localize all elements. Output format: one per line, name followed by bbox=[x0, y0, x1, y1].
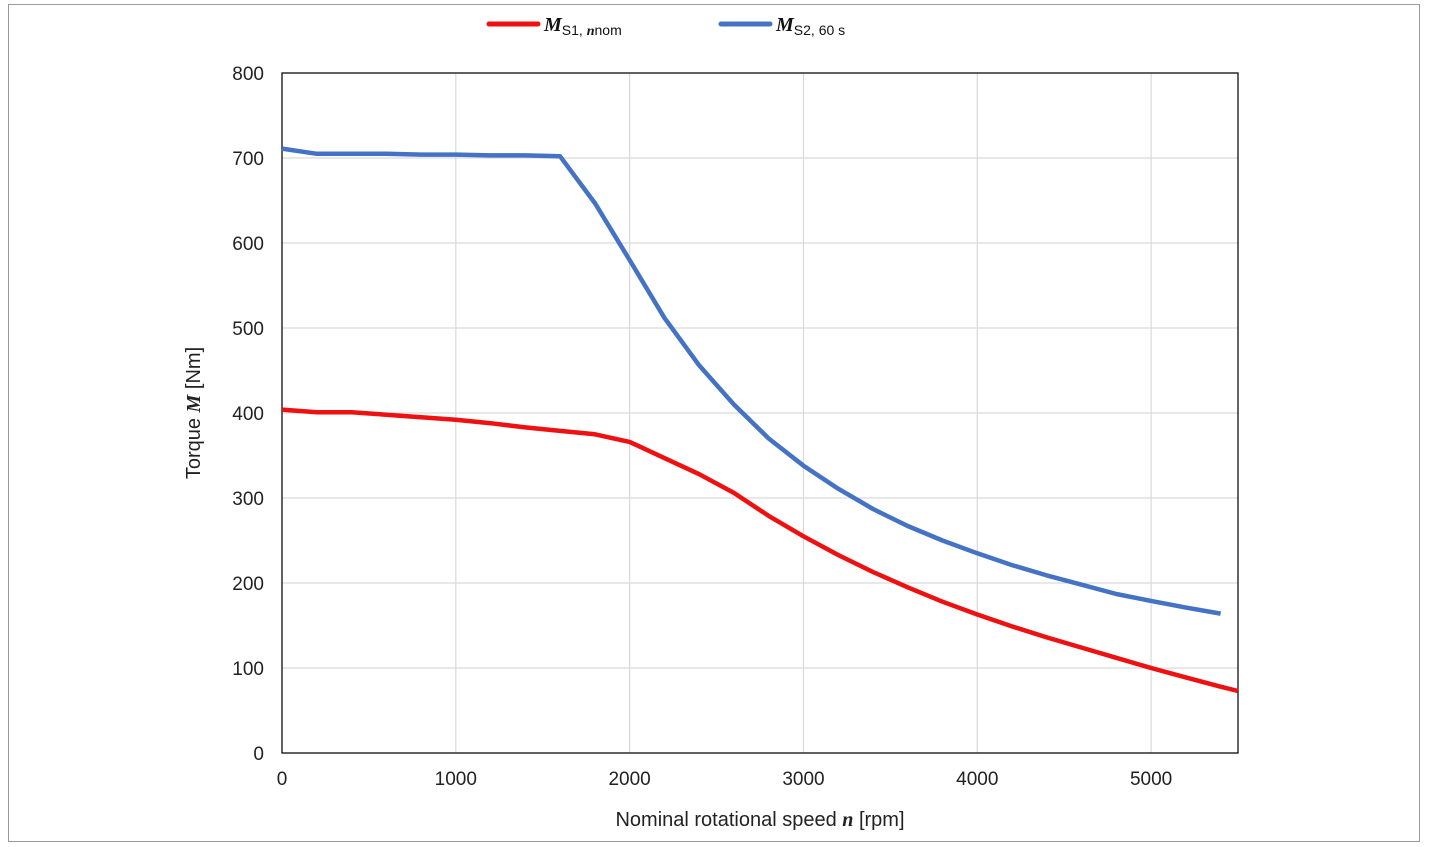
plot-area-border bbox=[281, 72, 1239, 754]
x-tick-label: 5000 bbox=[1130, 769, 1172, 790]
legend-s2-sub: S2, 60 s bbox=[794, 22, 845, 38]
y-tick-label: 800 bbox=[232, 64, 264, 85]
x-tick-label: 1000 bbox=[435, 769, 477, 790]
legend-s1-sub: S1, bbox=[562, 22, 587, 38]
x-axis-label-suffix: [rpm] bbox=[853, 809, 904, 831]
y-tick-label: 200 bbox=[232, 574, 264, 595]
legend-s1-sub-tail: nom bbox=[595, 22, 622, 38]
y-tick-label: 500 bbox=[232, 319, 264, 340]
y-tick-labels: 0 100 200 300 400 500 600 700 800 bbox=[232, 64, 264, 765]
series-line-s2 bbox=[281, 146, 1221, 616]
y-tick-label: 100 bbox=[232, 659, 264, 680]
x-tick-labels: 0 1000 2000 3000 4000 5000 bbox=[277, 769, 1173, 790]
legend-entry-s2: MS2, 60 s bbox=[775, 14, 845, 38]
legend-s1-sub-italic: n bbox=[587, 24, 595, 39]
y-tick-label: 700 bbox=[232, 149, 264, 170]
x-tick-label: 2000 bbox=[608, 769, 650, 790]
y-tick-label: 400 bbox=[232, 404, 264, 425]
y-axis-label-symbol: M bbox=[183, 393, 205, 413]
y-axis-label-prefix: Torque bbox=[183, 412, 205, 479]
y-tick-label: 600 bbox=[232, 234, 264, 255]
legend-s1-main: M bbox=[543, 14, 563, 36]
x-axis-label-symbol: n bbox=[842, 809, 853, 831]
legend-entry-s1: MS1, nnom bbox=[543, 14, 622, 39]
x-axis-label-prefix: Nominal rotational speed bbox=[615, 809, 842, 831]
y-axis-label: Torque M [Nm] bbox=[183, 347, 205, 479]
legend-s2-main: M bbox=[775, 14, 795, 36]
series-line-s1 bbox=[281, 407, 1239, 694]
x-tick-label: 3000 bbox=[782, 769, 824, 790]
series-group bbox=[281, 146, 1239, 694]
y-tick-label: 300 bbox=[232, 489, 264, 510]
chart-frame bbox=[8, 4, 1420, 842]
y-axis-label-suffix: [Nm] bbox=[183, 347, 205, 395]
legend: MS1, nnom MS2, 60 s bbox=[486, 14, 845, 39]
x-tick-label: 0 bbox=[277, 769, 288, 790]
x-axis-label: Nominal rotational speed n [rpm] bbox=[615, 809, 904, 831]
x-tick-label: 4000 bbox=[956, 769, 998, 790]
y-tick-label: 0 bbox=[253, 744, 264, 765]
